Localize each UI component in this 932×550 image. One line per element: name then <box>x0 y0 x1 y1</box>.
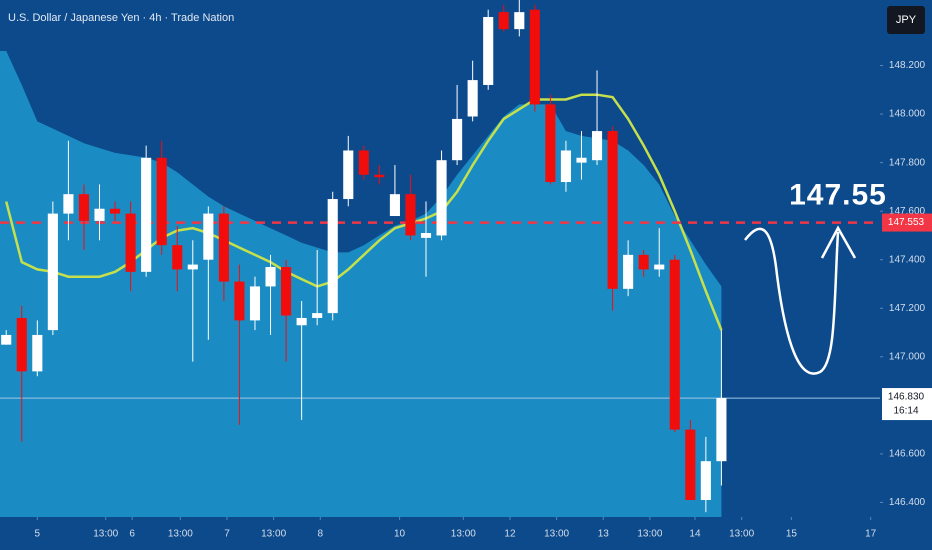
level-price-label: 147.553 <box>888 217 925 228</box>
level-price-box <box>882 213 932 232</box>
candle-body <box>623 254 634 289</box>
last-price-label: 146.830 <box>888 392 925 403</box>
bar-countdown: 16:14 <box>893 406 918 417</box>
candle-body <box>483 16 494 85</box>
x-tick-label: 13:00 <box>261 529 286 540</box>
candle-body <box>529 9 540 105</box>
y-tick-label: 147.600 <box>889 206 926 217</box>
x-tick-label: 10 <box>394 529 406 540</box>
candle-body <box>389 194 400 217</box>
level-annotation: 147.55 <box>789 178 887 211</box>
y-tick-label: 147.400 <box>889 254 926 265</box>
candle-body <box>576 157 587 163</box>
arrow-head <box>820 225 857 259</box>
candle-body <box>281 266 292 316</box>
x-tick-label: 5 <box>35 529 41 540</box>
candle-body <box>420 233 432 238</box>
x-tick-label: 13 <box>598 529 610 540</box>
candle-body <box>32 334 43 372</box>
currency-button[interactable] <box>887 6 925 34</box>
candle-body <box>467 80 478 117</box>
candle-body <box>700 461 711 501</box>
candle-body <box>172 245 183 270</box>
x-tick-label: 12 <box>504 529 516 540</box>
candle-body <box>47 213 58 331</box>
candle-body <box>16 317 27 372</box>
x-tick-label: 8 <box>318 529 324 540</box>
candle-body <box>1 334 12 345</box>
x-tick-label: 13:00 <box>729 529 754 540</box>
y-tick-label: 148.000 <box>889 109 926 120</box>
x-tick-label: 7 <box>224 529 230 540</box>
indicator-area <box>0 51 722 517</box>
candle-body <box>187 264 198 270</box>
candle-body <box>125 213 136 272</box>
x-tick-label: 6 <box>129 529 135 540</box>
candle-body <box>312 313 323 318</box>
candle-body <box>498 12 509 30</box>
candle-body <box>545 104 556 183</box>
x-tick-label: 13:00 <box>451 529 476 540</box>
candle-body <box>265 266 276 287</box>
x-tick-label: 13:00 <box>544 529 569 540</box>
candle-body <box>296 317 307 326</box>
candle-body <box>249 286 261 321</box>
candle-body <box>405 194 416 236</box>
candle-body <box>591 131 603 161</box>
candle-body <box>607 131 618 289</box>
candle-body <box>156 157 167 246</box>
x-tick-label: 17 <box>865 529 877 540</box>
last-price-box <box>882 388 932 421</box>
candle-body <box>203 213 214 260</box>
candle-body <box>452 118 463 161</box>
candle-body <box>63 194 74 214</box>
candle-body <box>436 160 447 236</box>
currency-button-label[interactable]: JPY <box>896 14 917 26</box>
candle-body <box>358 150 369 175</box>
candle-body <box>327 199 338 314</box>
candle-body <box>374 174 385 178</box>
candle-body <box>654 264 665 270</box>
candle-body <box>716 398 727 462</box>
candle-body <box>343 150 354 200</box>
candle-body <box>669 259 680 430</box>
y-tick-label: 146.400 <box>889 497 926 508</box>
y-tick-label: 146.600 <box>889 449 926 460</box>
x-tick-label: 13:00 <box>637 529 662 540</box>
y-tick-label: 147.800 <box>889 157 926 168</box>
candle-body <box>514 12 525 30</box>
candle-body <box>141 157 152 272</box>
x-tick-label: 15 <box>786 529 798 540</box>
candle-body <box>560 150 571 183</box>
candle-body <box>78 194 90 221</box>
candle-body <box>638 254 649 270</box>
forecast-arrow <box>744 227 840 375</box>
x-tick-label: 13:00 <box>93 529 118 540</box>
x-tick-label: 13:00 <box>168 529 193 540</box>
y-tick-label: 147.200 <box>889 303 926 314</box>
y-tick-label: 148.200 <box>889 60 926 71</box>
chart-title: U.S. Dollar / Japanese Yen · 4h · Trade … <box>8 12 234 24</box>
candle-body <box>234 281 245 321</box>
x-tick-label: 14 <box>689 529 701 540</box>
indicator-line <box>4 93 723 331</box>
candle-body <box>218 213 229 282</box>
candle-body <box>110 208 121 214</box>
y-tick-label: 147.000 <box>889 351 926 362</box>
candle-body <box>685 429 696 501</box>
candle-body <box>94 208 105 221</box>
